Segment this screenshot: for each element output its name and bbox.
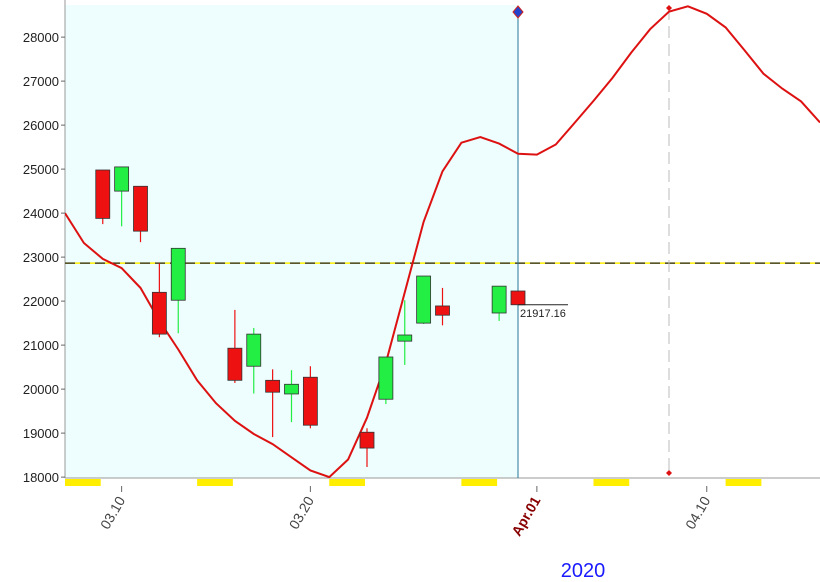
forecast-marker-bottom — [666, 470, 672, 476]
candle-body — [416, 275, 432, 324]
candle-body — [95, 169, 111, 219]
y-tick-label: 19000 — [23, 426, 59, 441]
y-tick-label: 25000 — [23, 162, 59, 177]
weekend-marker — [461, 479, 498, 486]
y-tick-label: 18000 — [23, 470, 59, 485]
forecast-marker-top — [666, 5, 672, 11]
weekend-marker — [593, 479, 630, 486]
y-tick-label: 23000 — [23, 250, 59, 265]
x-tick-label: 03.10 — [97, 493, 128, 532]
y-tick-label: 24000 — [23, 206, 59, 221]
y-tick-label: 20000 — [23, 382, 59, 397]
candle-body — [359, 431, 375, 449]
weekend-marker — [197, 479, 233, 486]
candle-body — [133, 185, 148, 232]
last-close-label: 21917.16 — [520, 308, 566, 320]
y-tick-label: 28000 — [23, 30, 59, 45]
x-tick-label: Apr.01 — [508, 493, 543, 538]
x-axis-label: 2020 — [561, 560, 606, 582]
y-tick-label: 22000 — [23, 294, 59, 309]
weekend-marker — [65, 479, 101, 486]
y-tick-label: 21000 — [23, 338, 59, 353]
trend-line — [65, 5, 820, 478]
candle-body — [284, 383, 299, 395]
y-tick-label: 27000 — [23, 74, 59, 89]
candle-body — [435, 305, 450, 316]
current-marker — [512, 5, 524, 19]
candle-body — [227, 347, 243, 381]
candle-body — [302, 376, 318, 426]
candle-body — [491, 285, 507, 314]
candle-body — [510, 290, 526, 306]
candle-body — [265, 379, 281, 393]
candle-body — [170, 247, 186, 301]
x-tick-label: 03.20 — [286, 493, 317, 532]
candle-body — [397, 334, 413, 342]
candle-body — [246, 333, 262, 367]
y-tick-label: 26000 — [23, 118, 59, 133]
candle-body — [114, 166, 130, 192]
weekend-marker — [725, 479, 762, 486]
x-tick-label: 04.10 — [682, 493, 713, 532]
candle-body — [151, 291, 167, 335]
weekend-marker — [329, 479, 365, 486]
candle-body — [378, 356, 394, 400]
